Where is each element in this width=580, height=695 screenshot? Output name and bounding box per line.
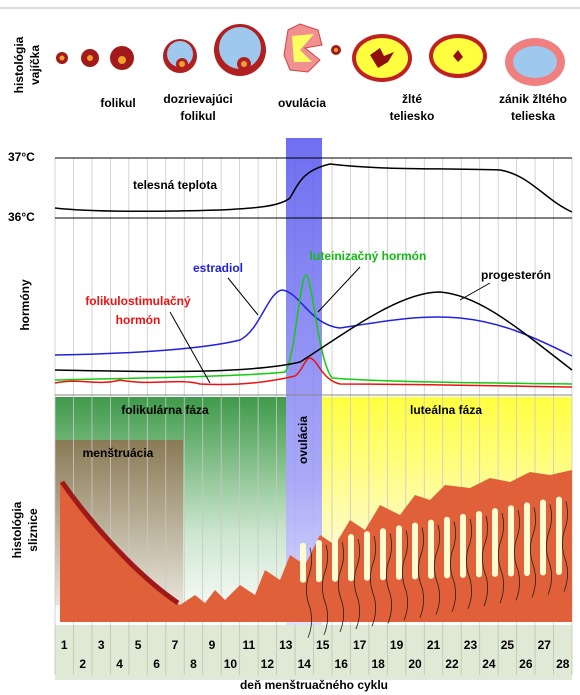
day-label: 15 xyxy=(316,638,330,652)
gland xyxy=(412,523,418,580)
day-label: 18 xyxy=(371,657,385,671)
pointer xyxy=(228,278,258,315)
day-label: 25 xyxy=(501,638,515,652)
day-label: 20 xyxy=(408,657,422,671)
phase-label: menštruácia xyxy=(83,446,154,460)
fsh-label: hormón xyxy=(116,313,161,327)
day-label: 17 xyxy=(353,638,367,652)
gland xyxy=(396,525,402,579)
gland xyxy=(540,500,546,576)
temp-high: 37°C xyxy=(8,150,35,164)
phase-label: folikulárna fáza xyxy=(121,403,209,417)
egg-icons xyxy=(56,24,565,86)
gland xyxy=(444,517,450,579)
stage-label: ovulácia xyxy=(278,96,326,110)
day-label: 13 xyxy=(279,638,293,652)
lh-label: luteinizačný hormón xyxy=(310,249,427,263)
fsh-label: folikulostimulačný xyxy=(85,294,191,308)
day-label: 3 xyxy=(98,638,105,652)
phase-label: luteálna fáza xyxy=(410,403,482,417)
stage-label: zánik žltého xyxy=(499,92,567,106)
gland xyxy=(492,508,498,577)
day-label: 28 xyxy=(556,657,570,671)
gland xyxy=(316,540,322,582)
stage-label: teliesko xyxy=(390,109,435,123)
stage-label: dozrievajúci xyxy=(163,92,232,106)
x-label: deň menštruačného cyklu xyxy=(240,678,388,692)
day-label: 6 xyxy=(153,657,160,671)
gland xyxy=(380,528,386,580)
left-label: histológia xyxy=(12,36,26,93)
day-label: 8 xyxy=(190,657,197,671)
day-label: 14 xyxy=(298,657,312,671)
stage-label: telieska xyxy=(511,109,555,123)
day-label: 4 xyxy=(116,657,123,671)
day-label: 24 xyxy=(482,657,496,671)
day-label: 12 xyxy=(261,657,275,671)
day-label: 7 xyxy=(172,638,179,652)
gland xyxy=(332,537,338,582)
day-label: 21 xyxy=(427,638,441,652)
day-label: 11 xyxy=(243,638,256,652)
estradiol-label: estradiol xyxy=(193,261,243,275)
day-label: 5 xyxy=(135,638,142,652)
day-label: 9 xyxy=(209,638,216,652)
pointer xyxy=(170,312,210,383)
gland xyxy=(508,505,514,576)
left-label: histológia xyxy=(10,501,24,558)
pointer xyxy=(460,283,490,300)
day-label: 19 xyxy=(390,638,404,652)
day-label: 22 xyxy=(445,657,459,671)
left-label: vajíčka xyxy=(28,45,42,85)
day-label: 10 xyxy=(224,657,238,671)
gland xyxy=(460,514,466,578)
day-label: 1 xyxy=(61,638,68,652)
gland xyxy=(300,543,306,583)
left-label: hormóny xyxy=(18,279,32,331)
phase-label: ovulácia xyxy=(296,416,310,464)
cycle-diagram: histológia vajíčka hormóny histológia sl… xyxy=(0,0,580,695)
stage-label: folikul xyxy=(100,96,135,110)
day-label: 2 xyxy=(79,657,86,671)
temp-label: telesná teplota xyxy=(133,178,217,192)
gland xyxy=(364,531,370,581)
temp-low: 36°C xyxy=(8,210,35,224)
day-label: 26 xyxy=(519,657,533,671)
day-label: 23 xyxy=(464,638,478,652)
gland xyxy=(476,511,482,577)
gland xyxy=(524,502,530,576)
day-label: 27 xyxy=(538,638,552,652)
gland xyxy=(348,534,354,581)
day-label: 16 xyxy=(335,657,349,671)
gland xyxy=(428,520,434,579)
gland xyxy=(556,497,562,575)
progesterone-label: progesterón xyxy=(481,268,551,282)
left-label: sliznice xyxy=(26,508,40,552)
stage-label: folikul xyxy=(180,109,215,123)
pointer xyxy=(318,267,360,312)
stage-label: žlté xyxy=(402,92,422,106)
